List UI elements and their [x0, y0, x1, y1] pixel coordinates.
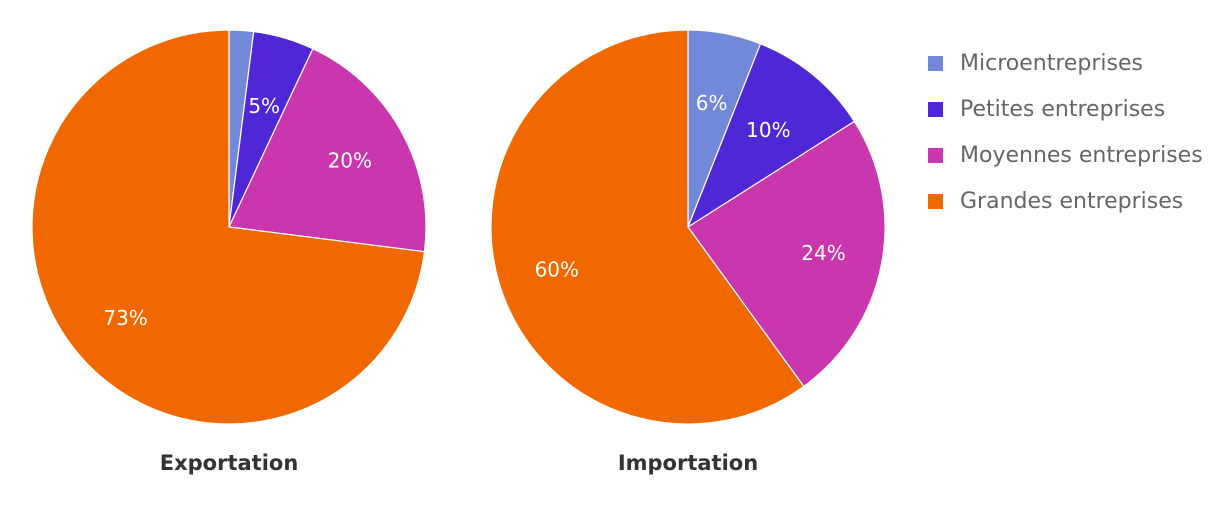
- pie-chart-exportation: 5% 20% 73%: [31, 29, 427, 425]
- legend-swatch: [928, 55, 943, 71]
- slice-label-exportation-petites-entreprises: 5%: [248, 94, 280, 118]
- legend-item-petites-entreprises[interactable]: Petites entreprises: [928, 86, 1203, 132]
- slice-label-importation-petites-entreprises: 10%: [746, 118, 790, 142]
- slice-label-exportation-moyennes-entreprises: 20%: [328, 149, 372, 173]
- slice-label-importation-moyennes-entreprises: 24%: [801, 241, 845, 265]
- pie-chart-importation: 6% 10% 24% 60%: [490, 29, 886, 425]
- slice-label-importation-grandes-entreprises: 60%: [535, 258, 579, 282]
- legend-label: Moyennes entreprises: [960, 142, 1203, 168]
- slice-importation-moyennes-entreprises[interactable]: [687, 120, 886, 387]
- slice-importation-petites-entreprises[interactable]: [687, 43, 855, 228]
- slice-importation-grandes-entreprises[interactable]: [490, 29, 805, 425]
- legend-swatch: [928, 147, 943, 163]
- legend-label: Microentreprises: [960, 50, 1143, 76]
- legend-swatch: [928, 193, 943, 209]
- chart-title-importation: Importation: [618, 451, 758, 475]
- legend: Microentreprises Petites entreprises Moy…: [928, 40, 1203, 224]
- legend-label: Grandes entreprises: [960, 188, 1184, 214]
- slice-exportation-moyennes-entreprises[interactable]: [228, 48, 427, 253]
- slice-exportation-grandes-entreprises[interactable]: [31, 29, 426, 425]
- legend-item-moyennes-entreprises[interactable]: Moyennes entreprises: [928, 132, 1203, 178]
- legend-item-grandes-entreprises[interactable]: Grandes entreprises: [928, 178, 1203, 224]
- chart-title-exportation: Exportation: [160, 451, 299, 475]
- legend-item-microentreprises[interactable]: Microentreprises: [928, 40, 1203, 86]
- legend-swatch: [928, 101, 943, 117]
- legend-label: Petites entreprises: [960, 96, 1166, 122]
- slice-label-importation-microentreprises: 6%: [696, 91, 728, 115]
- slice-label-exportation-grandes-entreprises: 73%: [103, 306, 147, 330]
